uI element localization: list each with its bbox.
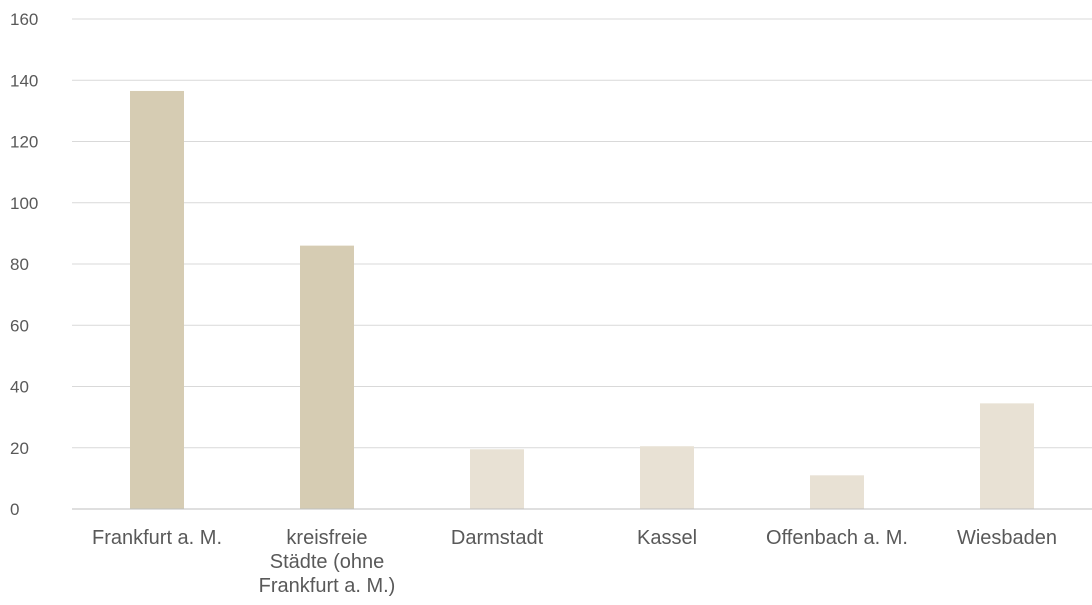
y-tick-label: 80 — [10, 255, 29, 274]
y-tick-label: 60 — [10, 316, 29, 335]
x-category-label-line: Frankfurt a. M. — [92, 527, 222, 549]
x-category-label: Kassel — [637, 527, 697, 549]
x-category-label: Frankfurt a. M. — [92, 527, 222, 549]
x-category-label-line: Frankfurt a. M.) — [259, 575, 396, 597]
x-category-label: Wiesbaden — [957, 527, 1057, 549]
y-tick-label: 160 — [10, 10, 38, 29]
bar — [470, 449, 524, 509]
gridlines — [72, 18, 1092, 449]
y-tick-label: 140 — [10, 71, 38, 90]
y-tick-label: 120 — [10, 133, 38, 152]
x-category-label-line: kreisfreie — [286, 527, 367, 549]
bar — [810, 475, 864, 509]
x-category-label-line: Wiesbaden — [957, 527, 1057, 549]
x-category-label-line: Offenbach a. M. — [766, 527, 908, 549]
y-tick-label: 100 — [10, 194, 38, 213]
y-tick-label: 0 — [10, 500, 19, 519]
y-axis-tick-labels: 0 20 40 60 80 100 120 140 160 — [10, 10, 38, 519]
y-tick-label: 40 — [10, 378, 29, 397]
y-tick-label: 20 — [10, 439, 29, 458]
x-category-label: kreisfreie Städte (ohne Frankfurt a. M.) — [259, 527, 396, 597]
bar — [980, 403, 1034, 509]
x-category-label: Darmstadt — [451, 527, 544, 549]
bars — [130, 90, 1034, 509]
bar — [640, 446, 694, 509]
x-category-label: Offenbach a. M. — [766, 527, 908, 549]
x-category-label-line: Städte (ohne — [270, 551, 385, 573]
x-category-label-line: Kassel — [637, 527, 697, 549]
x-category-label-line: Darmstadt — [451, 527, 544, 549]
x-axis-category-labels: Frankfurt a. M. kreisfreie Städte (ohne Fra… — [92, 527, 1057, 597]
bar — [130, 90, 184, 509]
bar — [300, 245, 354, 509]
